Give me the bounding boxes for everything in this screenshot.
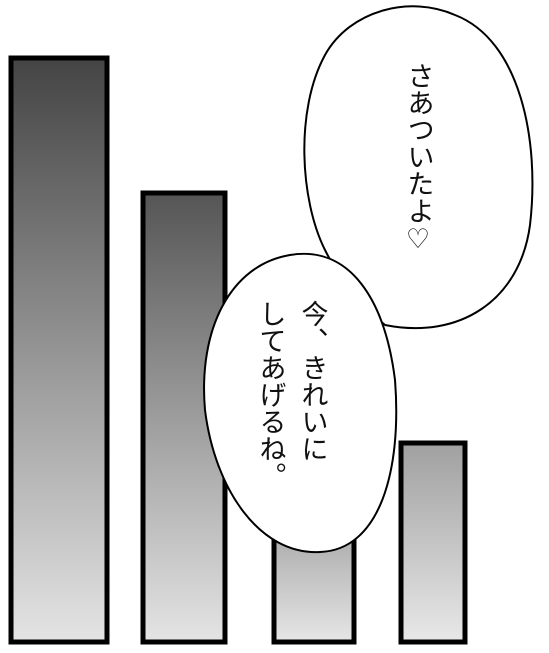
bubble-top-line1: さあついたよ♡ (403, 62, 434, 255)
speech-bubble-top (303, 5, 534, 330)
bar-4 (398, 440, 468, 645)
speech-bubble-bottom (203, 252, 398, 554)
bar-1 (8, 55, 110, 645)
bubble-bottom-line2: してあげるね。 (255, 300, 286, 489)
bubble-bottom-line1: 今、きれいに (297, 300, 329, 462)
